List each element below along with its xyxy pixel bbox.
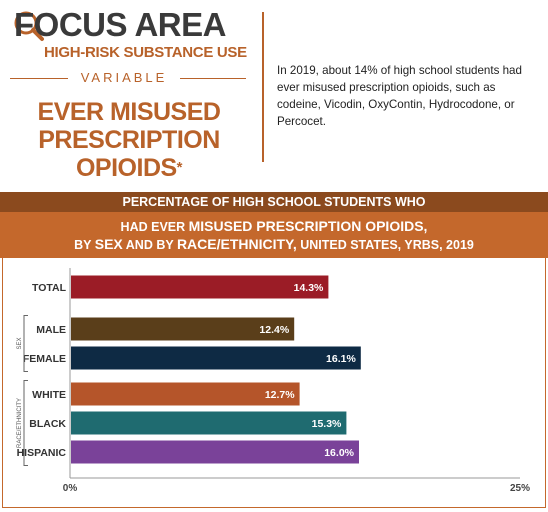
chart-header-band-2: HAD EVER MISUSED PRESCRIPTION OPIOIDS, B… bbox=[0, 212, 548, 258]
chart-frame bbox=[2, 258, 546, 508]
value-label-female: 16.1% bbox=[326, 353, 356, 365]
chart-header-line3: BY SEX AND BY RACE/ETHNICITY, UNITED STA… bbox=[0, 236, 548, 252]
category-label-black: BLACK bbox=[29, 418, 66, 430]
variable-title-line2: PRESCRIPTION OPIOIDS* bbox=[0, 126, 258, 182]
chart-header-line3-a: BY bbox=[74, 238, 95, 252]
description-text: In 2019, about 14% of high school studen… bbox=[277, 64, 522, 128]
x-tick-label-0: 0% bbox=[63, 483, 78, 494]
header-vertical-divider bbox=[262, 12, 264, 162]
bar-male bbox=[71, 317, 295, 341]
bar-chart: TOTAL 14.3% MALE 12.4% FEMALE 16.1% WHITE 12.7%… bbox=[17, 268, 530, 494]
bar-black bbox=[71, 411, 347, 435]
variable-title-line2-text: PRESCRIPTION OPIOIDS bbox=[38, 126, 220, 182]
value-label-hispanic: 16.0% bbox=[324, 447, 354, 459]
value-label-white: 12.7% bbox=[265, 389, 295, 401]
chart-header-line3-c: AND BY bbox=[122, 238, 177, 252]
group-label-sex: SEX bbox=[17, 337, 23, 349]
value-label-black: 15.3% bbox=[312, 418, 342, 430]
category-label-male: MALE bbox=[36, 324, 66, 336]
variable-label: VARIABLE bbox=[80, 70, 168, 85]
focus-area-title: FOCUS AREA bbox=[14, 6, 226, 43]
asterisk: * bbox=[176, 159, 183, 176]
category-label-hispanic: HISPANIC bbox=[17, 447, 67, 459]
group-label-race-ethnicity: RACE/ETHNICITY bbox=[17, 398, 23, 448]
variable-divider-left bbox=[10, 78, 68, 79]
category-label-female: FEMALE bbox=[23, 353, 66, 365]
chart-header-line2-b: MISUSED PRESCRIPTION OPIOIDS, bbox=[188, 218, 428, 234]
chart-header-band-1: PERCENTAGE OF HIGH SCHOOL STUDENTS WHO bbox=[0, 192, 548, 212]
x-tick-label-1: 25% bbox=[510, 483, 530, 494]
bar-female bbox=[71, 346, 361, 370]
category-label-white: WHITE bbox=[32, 389, 66, 401]
variable-divider-right bbox=[180, 78, 246, 79]
chart-header-line3-b: SEX bbox=[94, 236, 123, 252]
category-label-total: TOTAL bbox=[32, 282, 67, 294]
chart-header-line2: HAD EVER MISUSED PRESCRIPTION OPIOIDS, bbox=[0, 218, 548, 234]
bar-hispanic bbox=[71, 440, 359, 464]
chart-header-line3-e: UNITED STATES, YRBS, 2019 bbox=[296, 238, 474, 252]
variable-title: EVER MISUSED PRESCRIPTION OPIOIDS* bbox=[0, 98, 258, 182]
bar-total bbox=[71, 275, 329, 299]
focus-area-subtitle: HIGH-RISK SUBSTANCE USE bbox=[44, 44, 247, 61]
magnifier-icon bbox=[14, 11, 44, 41]
chart-header-line2-a: HAD EVER bbox=[120, 220, 189, 234]
variable-title-line1: EVER MISUSED bbox=[37, 98, 221, 126]
bar-white bbox=[71, 382, 300, 406]
value-label-total: 14.3% bbox=[294, 282, 324, 294]
value-label-male: 12.4% bbox=[259, 324, 289, 336]
group-bracket-race-ethnicity bbox=[23, 380, 28, 466]
group-bracket-sex bbox=[23, 315, 28, 372]
chart-header-line3-d: RACE/ETHNICITY, bbox=[176, 236, 297, 252]
